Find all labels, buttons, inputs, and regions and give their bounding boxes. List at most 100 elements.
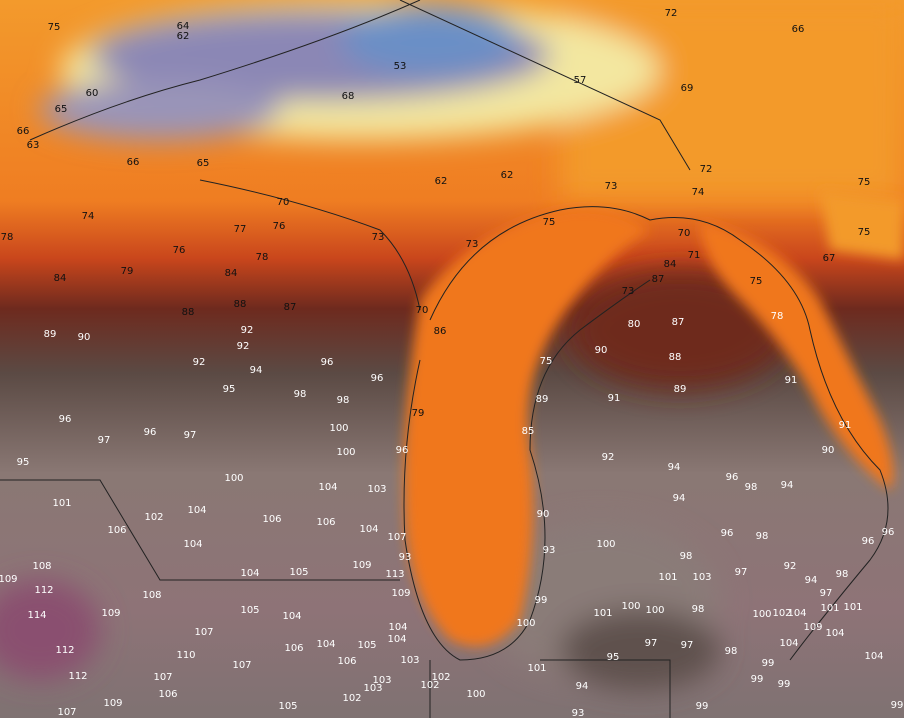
temperature-label: 91 bbox=[839, 420, 852, 431]
temperature-label: 66 bbox=[792, 24, 805, 35]
temperature-label: 92 bbox=[193, 357, 206, 368]
temperature-label: 75 bbox=[543, 217, 556, 228]
temperature-label: 66 bbox=[127, 157, 140, 168]
temperature-label: 108 bbox=[142, 590, 161, 601]
temperature-label: 114 bbox=[27, 610, 46, 621]
temperature-label: 102 bbox=[772, 608, 791, 619]
temperature-label: 105 bbox=[240, 605, 259, 616]
temperature-label: 92 bbox=[237, 341, 250, 352]
temperature-label: 80 bbox=[628, 319, 641, 330]
temperature-label: 100 bbox=[336, 447, 355, 458]
temperature-label: 101 bbox=[52, 498, 71, 509]
temperature-label: 75 bbox=[750, 276, 763, 287]
temperature-label: 101 bbox=[658, 572, 677, 583]
temperature-label: 92 bbox=[241, 325, 254, 336]
temperature-label: 65 bbox=[197, 158, 210, 169]
temperature-label: 98 bbox=[692, 604, 705, 615]
temperature-label: 101 bbox=[593, 608, 612, 619]
temperature-label: 100 bbox=[329, 423, 348, 434]
temperature-label: 86 bbox=[434, 326, 447, 337]
temperature-label: 113 bbox=[385, 569, 404, 580]
temperature-label: 104 bbox=[187, 505, 206, 516]
temperature-label: 95 bbox=[607, 652, 620, 663]
temperature-label: 107 bbox=[387, 532, 406, 543]
temperature-label: 53 bbox=[394, 61, 407, 72]
temperature-label: 89 bbox=[674, 384, 687, 395]
temperature-label: 72 bbox=[700, 164, 713, 175]
temperature-label: 87 bbox=[284, 302, 297, 313]
temperature-label: 106 bbox=[262, 514, 281, 525]
temperature-label: 60 bbox=[86, 88, 99, 99]
temperature-label: 104 bbox=[282, 611, 301, 622]
temperature-label: 73 bbox=[622, 286, 635, 297]
temperature-label: 104 bbox=[240, 568, 259, 579]
temperature-label: 97 bbox=[735, 567, 748, 578]
temperature-label: 109 bbox=[803, 622, 822, 633]
temperature-shading bbox=[0, 0, 904, 690]
temperature-label: 92 bbox=[602, 452, 615, 463]
temperature-label: 112 bbox=[55, 645, 74, 656]
temperature-label: 65 bbox=[55, 104, 68, 115]
temperature-label: 78 bbox=[771, 311, 784, 322]
temperature-label: 97 bbox=[184, 430, 197, 441]
temperature-label: 75 bbox=[48, 22, 61, 33]
temperature-label: 97 bbox=[645, 638, 658, 649]
temperature-label: 70 bbox=[416, 305, 429, 316]
temperature-label: 106 bbox=[158, 689, 177, 700]
temperature-label: 98 bbox=[294, 389, 307, 400]
temperature-label: 62 bbox=[435, 176, 448, 187]
temperature-label: 104 bbox=[779, 638, 798, 649]
temperature-label: 105 bbox=[289, 567, 308, 578]
temperature-label: 90 bbox=[537, 509, 550, 520]
temperature-label: 98 bbox=[725, 646, 738, 657]
temperature-label: 66 bbox=[17, 126, 30, 137]
temperature-label: 77 bbox=[234, 224, 247, 235]
temperature-label: 70 bbox=[678, 228, 691, 239]
temperature-label: 104 bbox=[359, 524, 378, 535]
temperature-label: 112 bbox=[68, 671, 87, 682]
temperature-label: 109 bbox=[391, 588, 410, 599]
temperature-label: 106 bbox=[337, 656, 356, 667]
temperature-label: 94 bbox=[673, 493, 686, 504]
temperature-label: 89 bbox=[44, 329, 57, 340]
temperature-label: 72 bbox=[665, 8, 678, 19]
temperature-label: 102 bbox=[420, 680, 439, 691]
temperature-label: 76 bbox=[173, 245, 186, 256]
temperature-label: 100 bbox=[645, 605, 664, 616]
temperature-label: 104 bbox=[825, 628, 844, 639]
temperature-label: 100 bbox=[596, 539, 615, 550]
temperature-label: 94 bbox=[805, 575, 818, 586]
temperature-label: 104 bbox=[183, 539, 202, 550]
temperature-label: 99 bbox=[696, 701, 709, 712]
temperature-label: 99 bbox=[891, 700, 904, 711]
temperature-label: 94 bbox=[781, 480, 794, 491]
temperature-label: 96 bbox=[59, 414, 72, 425]
temperature-label: 96 bbox=[726, 472, 739, 483]
temperature-label: 76 bbox=[273, 221, 286, 232]
temperature-label: 98 bbox=[756, 531, 769, 542]
temperature-label: 64 bbox=[177, 21, 190, 32]
temperature-label: 107 bbox=[153, 672, 172, 683]
temperature-label: 100 bbox=[224, 473, 243, 484]
temperature-label: 74 bbox=[692, 187, 705, 198]
temperature-label: 96 bbox=[371, 373, 384, 384]
temperature-label: 107 bbox=[194, 627, 213, 638]
temperature-label: 84 bbox=[225, 268, 238, 279]
temperature-label: 106 bbox=[316, 517, 335, 528]
temperature-label: 99 bbox=[751, 674, 764, 685]
temperature-label: 104 bbox=[387, 634, 406, 645]
temperature-label: 98 bbox=[745, 482, 758, 493]
temperature-label: 93 bbox=[399, 552, 412, 563]
temperature-label: 104 bbox=[864, 651, 883, 662]
temperature-label: 100 bbox=[516, 618, 535, 629]
temperature-label: 93 bbox=[572, 708, 585, 718]
temperature-label: 95 bbox=[17, 457, 30, 468]
temperature-label: 103 bbox=[372, 675, 391, 686]
temperature-label: 84 bbox=[664, 259, 677, 270]
temperature-label: 71 bbox=[688, 250, 701, 261]
temperature-label: 97 bbox=[98, 435, 111, 446]
temperature-label: 102 bbox=[431, 672, 450, 683]
lake-shading bbox=[404, 190, 904, 647]
temperature-label: 104 bbox=[316, 639, 335, 650]
